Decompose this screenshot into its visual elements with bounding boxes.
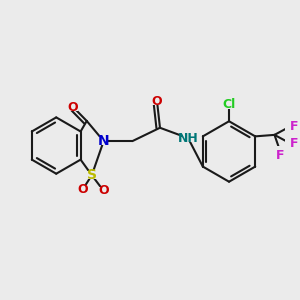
Bar xyxy=(68,103,78,111)
Bar xyxy=(224,101,234,109)
Text: Cl: Cl xyxy=(222,98,236,111)
Text: F: F xyxy=(290,120,298,133)
Bar xyxy=(285,139,295,147)
Text: NH: NH xyxy=(178,132,199,145)
Text: N: N xyxy=(98,134,109,148)
Text: F: F xyxy=(276,149,284,162)
Text: N: N xyxy=(98,134,109,148)
Bar xyxy=(183,134,193,142)
Text: NH: NH xyxy=(178,132,199,145)
Text: O: O xyxy=(98,184,109,197)
Bar xyxy=(99,187,108,195)
Text: O: O xyxy=(68,100,78,113)
Bar xyxy=(285,122,295,131)
Text: O: O xyxy=(78,183,88,196)
Bar xyxy=(78,185,88,193)
Text: O: O xyxy=(152,94,162,108)
Text: F: F xyxy=(290,137,298,150)
Bar xyxy=(87,171,97,179)
Text: F: F xyxy=(290,137,298,150)
Bar xyxy=(275,146,285,154)
Text: O: O xyxy=(78,183,88,196)
Text: Cl: Cl xyxy=(222,98,236,111)
Text: F: F xyxy=(290,120,298,133)
Text: S: S xyxy=(87,168,97,182)
Text: O: O xyxy=(152,94,162,108)
Text: O: O xyxy=(68,100,78,113)
Text: F: F xyxy=(276,149,284,162)
Bar xyxy=(152,97,162,105)
Bar xyxy=(99,137,108,145)
Text: S: S xyxy=(87,168,97,182)
Text: O: O xyxy=(98,184,109,197)
